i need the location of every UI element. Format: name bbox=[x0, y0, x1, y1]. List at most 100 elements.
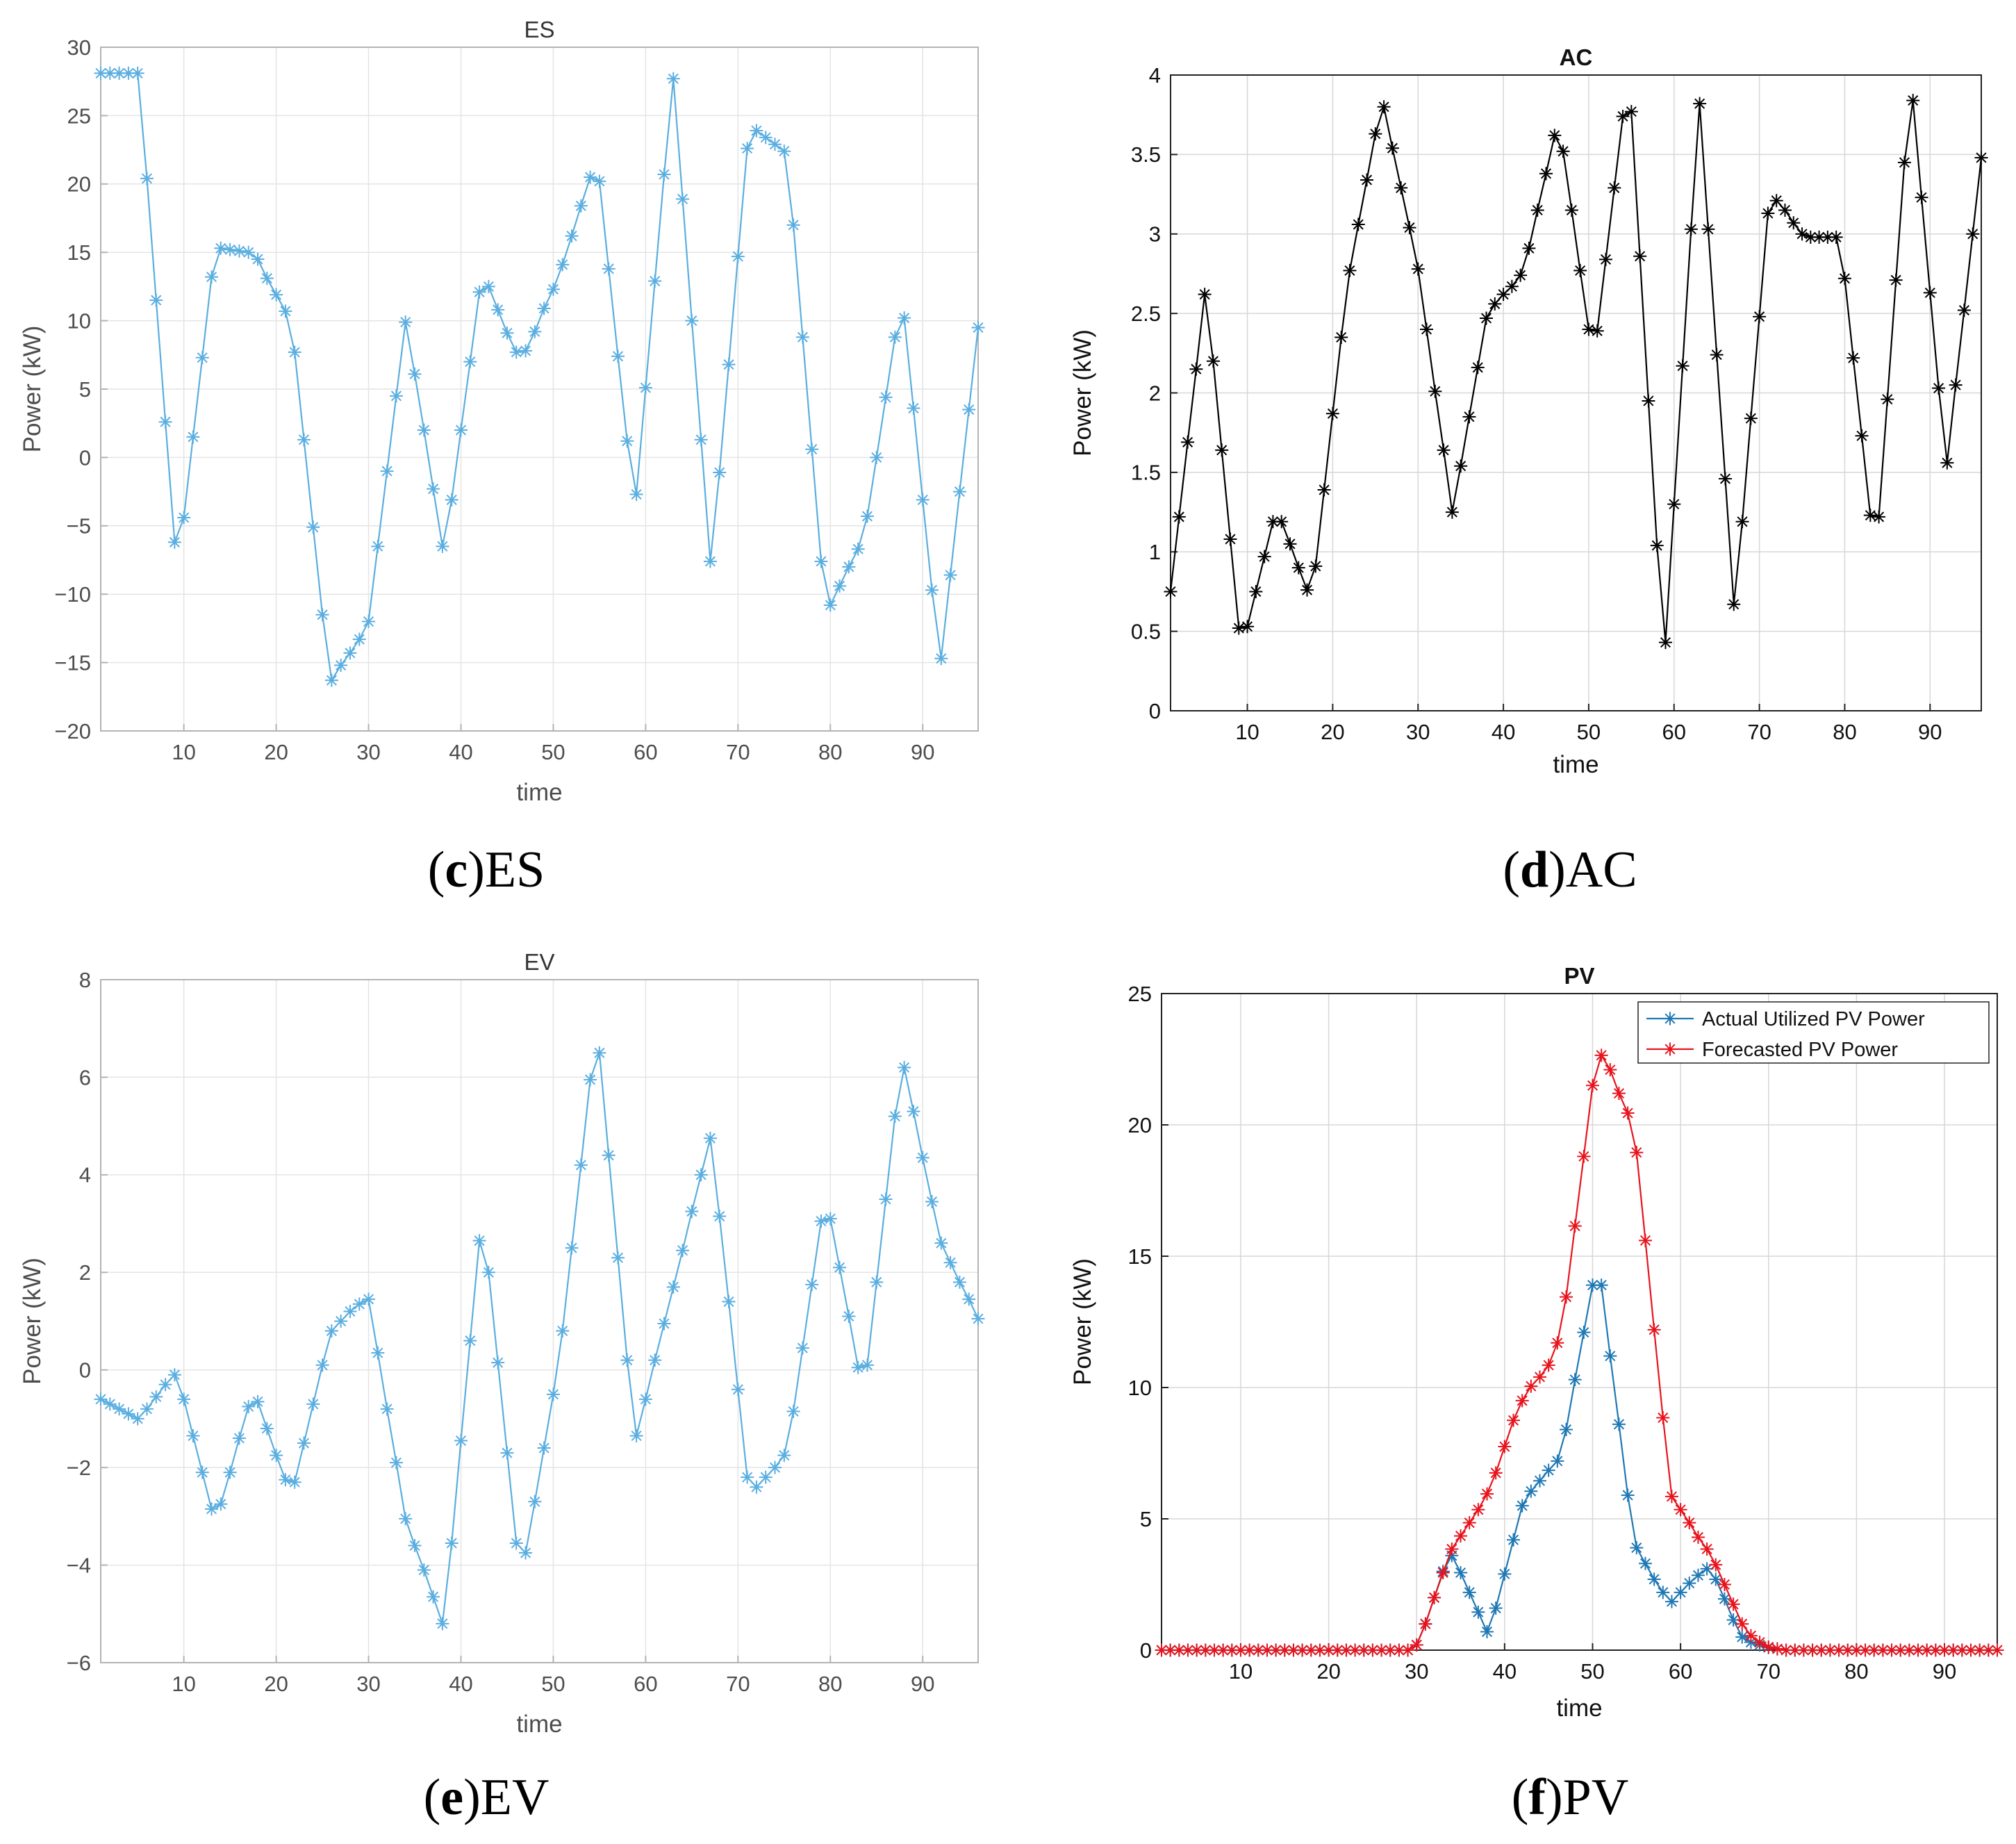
data-point bbox=[1638, 1556, 1652, 1570]
data-point bbox=[1339, 1643, 1353, 1657]
data-point bbox=[1249, 584, 1263, 598]
data-point bbox=[1638, 1233, 1652, 1247]
data-point bbox=[657, 1317, 671, 1331]
y-tick-label: 3 bbox=[1149, 222, 1161, 247]
data-point bbox=[1283, 537, 1297, 551]
data-point bbox=[140, 1402, 154, 1416]
data-point bbox=[860, 1358, 874, 1372]
data-point bbox=[934, 652, 948, 666]
y-tick-label: 20 bbox=[67, 172, 91, 197]
data-point bbox=[870, 450, 884, 464]
ev-chart: 10 20 30 40 50 60 70 80 90 −6 −4 −2 0 2 4 6 8 EV time Power… bbox=[19, 949, 985, 1738]
data-point bbox=[795, 330, 809, 344]
data-point bbox=[842, 560, 856, 574]
data-point bbox=[260, 272, 274, 286]
data-point bbox=[1656, 1410, 1670, 1424]
data-point bbox=[334, 1315, 348, 1328]
data-point bbox=[1920, 1643, 1934, 1657]
data-point bbox=[759, 1470, 772, 1484]
data-point bbox=[491, 303, 505, 317]
data-point bbox=[556, 1324, 570, 1338]
data-point bbox=[851, 1360, 865, 1374]
data-point bbox=[805, 443, 819, 456]
x-tick-label: 60 bbox=[634, 1672, 657, 1696]
data-point bbox=[408, 1538, 422, 1552]
data-point bbox=[1701, 222, 1715, 236]
data-point bbox=[158, 1378, 172, 1392]
data-point bbox=[1821, 230, 1835, 244]
data-point bbox=[389, 389, 403, 403]
data-point bbox=[648, 1353, 662, 1367]
data-point bbox=[1420, 322, 1434, 336]
data-point bbox=[158, 415, 172, 429]
data-point bbox=[334, 659, 348, 673]
data-point bbox=[1243, 1643, 1257, 1657]
data-point bbox=[1650, 538, 1664, 552]
data-point bbox=[1769, 194, 1783, 208]
y-tick-label: −2 bbox=[67, 1456, 91, 1480]
data-point bbox=[1480, 1487, 1494, 1501]
data-point bbox=[1867, 1643, 1881, 1657]
data-point bbox=[417, 1563, 431, 1577]
data-point bbox=[324, 1324, 338, 1338]
data-point bbox=[1691, 1530, 1705, 1544]
data-point bbox=[1955, 1643, 1969, 1657]
data-point bbox=[694, 1168, 708, 1182]
data-point bbox=[1419, 1617, 1432, 1631]
data-point bbox=[574, 1158, 588, 1172]
x-tick-label: 10 bbox=[172, 1672, 195, 1696]
chart-title: AC bbox=[1560, 44, 1593, 70]
data-point bbox=[1647, 1323, 1661, 1337]
series-line bbox=[100, 1052, 979, 1624]
legend: Actual Utilized PV Power Forecasted PV Po… bbox=[1637, 1001, 1990, 1064]
data-point bbox=[750, 124, 763, 138]
ac-chart: 10 20 30 40 50 60 70 80 90 0 0.5 1 1.5 2 2.5 3 3.5 4 AC tim… bbox=[1069, 44, 1988, 778]
data-point bbox=[454, 1434, 468, 1448]
x-axis-label: time bbox=[516, 1711, 562, 1738]
x-tick-label: 30 bbox=[1405, 1659, 1428, 1684]
data-point bbox=[1598, 252, 1612, 266]
x-tick-label: 90 bbox=[1918, 720, 1942, 744]
data-point bbox=[1325, 406, 1339, 420]
data-point bbox=[454, 423, 468, 437]
series-forecasted-pv-power bbox=[1155, 1048, 2004, 1657]
data-point bbox=[1278, 1643, 1291, 1657]
data-point bbox=[500, 1446, 514, 1460]
data-point bbox=[122, 1407, 135, 1421]
data-point bbox=[1585, 1278, 1599, 1292]
x-tick-label: 30 bbox=[1406, 720, 1430, 744]
data-point bbox=[1251, 1643, 1265, 1657]
data-point bbox=[436, 1617, 449, 1631]
data-point bbox=[1410, 1638, 1423, 1652]
data-point bbox=[611, 349, 625, 363]
data-point bbox=[1198, 288, 1212, 302]
data-point bbox=[722, 358, 736, 372]
data-point bbox=[177, 511, 191, 525]
data-point bbox=[1608, 181, 1621, 195]
data-point bbox=[1762, 1640, 1776, 1654]
es-chart: 10 20 30 40 50 60 70 80 90 −20 −15 −10 −5 0 5 10 15 20 25 3… bbox=[19, 17, 985, 806]
x-tick-label: 10 bbox=[172, 740, 195, 764]
data-point bbox=[1507, 1533, 1521, 1547]
caption-letter: f bbox=[1528, 1769, 1546, 1826]
data-point bbox=[1885, 1643, 1899, 1657]
x-tick-label: 50 bbox=[1580, 1659, 1604, 1684]
data-point bbox=[528, 324, 542, 338]
caption-es: (c)ES bbox=[427, 841, 545, 898]
data-point bbox=[481, 1265, 495, 1279]
y-tick-label: 15 bbox=[1128, 1244, 1152, 1269]
data-point bbox=[1937, 1643, 1951, 1657]
data-point bbox=[1216, 1643, 1230, 1657]
data-point bbox=[103, 1397, 117, 1411]
data-point bbox=[907, 402, 920, 415]
data-point bbox=[1573, 263, 1587, 277]
data-point bbox=[1855, 429, 1869, 443]
data-point bbox=[602, 262, 615, 276]
data-point bbox=[1832, 1643, 1846, 1657]
data-point bbox=[1462, 1516, 1476, 1530]
data-point bbox=[94, 1392, 108, 1406]
data-point bbox=[1524, 1484, 1538, 1498]
chart-panel-pv: 10 20 30 40 50 60 70 80 90 0 5 10 15 20 25 PV time Power … bbox=[1007, 924, 2016, 1768]
data-point bbox=[509, 1536, 523, 1550]
x-tick-label: 50 bbox=[1577, 720, 1601, 744]
